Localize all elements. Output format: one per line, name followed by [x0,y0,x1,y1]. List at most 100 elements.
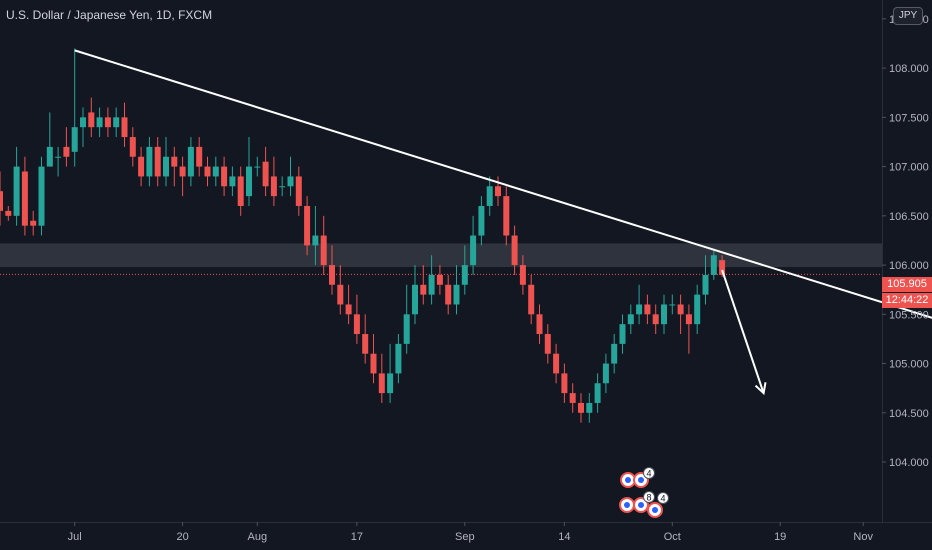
candle-body [221,166,228,187]
candle-body [710,255,717,275]
candle [370,334,377,384]
candle [412,265,418,325]
candle-body [138,156,145,177]
candle [636,284,643,325]
candle-body [528,284,535,315]
candle-body [113,117,120,128]
candle [212,156,219,187]
candle [345,284,352,325]
candle [279,176,286,197]
candle [171,146,178,187]
candle-body [179,166,186,177]
candle-body [353,314,360,335]
candle-body [204,166,211,177]
time-tick-label: Oct [664,531,681,543]
symbol-title[interactable]: U.S. Dollar / Japanese Yen, 1D, FXCM [6,8,213,22]
candle-body [661,304,667,325]
candle-body [536,314,543,335]
candle [420,265,427,305]
candle-body [80,117,86,128]
candle-body [694,294,701,325]
candle [544,324,551,364]
candle-body [387,373,394,394]
candle [312,205,319,266]
event-flag-icon[interactable] [633,497,649,513]
price-axis[interactable]: 104.000 104.500 105.000 105.500 106.000 106.5… [882,14,929,469]
candle [627,304,634,335]
candle [486,176,493,216]
candle [163,137,169,187]
candle-body [71,127,78,152]
candle-body [88,112,95,128]
candle-body [412,284,418,315]
candle-body [594,383,601,403]
candle-body [237,176,244,206]
price-tick-label: 107.000 [889,162,929,174]
candle-body [254,166,261,168]
candle [196,137,203,177]
countdown-label: 12:44:22 [882,293,932,308]
candle [669,294,676,315]
candle [46,112,53,167]
candle [21,156,28,236]
candle-body [212,166,219,177]
resistance-zone [0,243,882,275]
event-markers[interactable]: 48 4 [619,467,669,518]
candle-body [636,304,643,315]
event-flag-icon[interactable] [620,472,636,488]
price-tick-label: 104.000 [889,457,929,469]
candle-body [486,186,493,206]
time-axis[interactable]: Jul20Aug17Sep14Oct19Nov16 [68,522,932,543]
event-flag-icon[interactable] [647,502,663,518]
candle [661,294,667,335]
price-tick-label: 107.500 [889,112,929,124]
candle-body [519,265,526,285]
candle-body [262,161,269,187]
candle [461,245,468,295]
candle-body [445,284,452,305]
trendline[interactable] [74,49,932,322]
candle [246,137,252,206]
candle-body [329,265,335,285]
candle [619,314,626,354]
candle-body [154,146,161,177]
currency-badge[interactable]: JPY [893,7,923,25]
candle-body [578,402,584,413]
time-tick-label: Jul [68,531,82,543]
candle [179,156,186,197]
candle-body [171,156,178,167]
candle [378,353,385,403]
candle-body [287,176,294,187]
event-count-badge[interactable]: 4 [657,492,669,504]
candle-body [702,274,709,295]
candle [337,265,344,315]
candle-body [337,284,344,305]
event-count-badge[interactable]: 4 [643,467,655,479]
candle [503,186,510,246]
candle [146,137,153,187]
candle-body [246,166,252,197]
candle-body [370,353,377,374]
candle [254,156,261,177]
time-tick-label: Sep [455,531,475,543]
time-tick-label: 20 [176,531,188,543]
candle-body [121,117,128,138]
candle [478,196,485,246]
projection-arrow[interactable] [721,269,765,394]
candle [677,294,684,335]
candle [229,166,236,197]
event-count-badge[interactable]: 8 [643,491,655,503]
candle-body [362,334,369,354]
candle-body [569,393,576,403]
candle-body [644,304,651,315]
candle-body [627,314,634,325]
zone-band [0,243,882,268]
svg-text:8: 8 [646,493,651,503]
event-flag-icon[interactable] [619,497,635,513]
candle [104,107,111,138]
candle [719,255,726,277]
candle [685,304,692,354]
candle-body [104,117,111,128]
candle-body [129,137,136,157]
